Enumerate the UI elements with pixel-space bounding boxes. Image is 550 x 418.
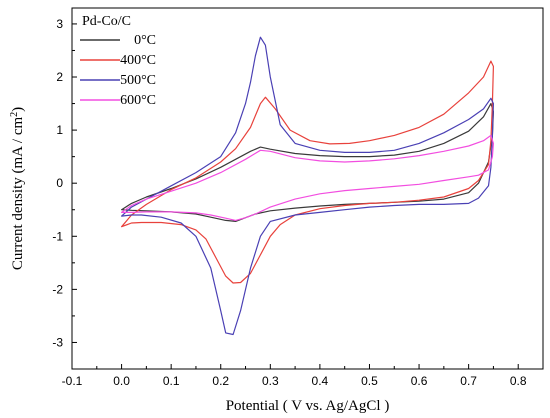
y-axis-title-main: Current density (mA / cm: [10, 117, 26, 271]
series-line-3: [121, 134, 494, 221]
x-tick-label: -0.1: [62, 374, 83, 388]
y-tick-label: -1: [52, 229, 63, 243]
x-tick-label: 0.1: [163, 374, 180, 388]
x-axis-title: Potential ( V vs. Ag/AgCl ): [226, 398, 390, 414]
x-tick-label: 0.4: [312, 374, 329, 388]
y-tick-label: -3: [52, 335, 63, 349]
series-line-1: [121, 60, 494, 284]
y-axis: -3 -2 -1 0 1 2 3: [52, 17, 77, 370]
x-tick-label: 0.5: [361, 374, 378, 388]
series-line-2: [121, 36, 494, 336]
y-tick-label: 3: [56, 17, 63, 31]
x-tick-label: 0.7: [460, 374, 477, 388]
y-axis-title-end: ): [10, 107, 26, 112]
legend: Pd-Co/C 0°C 400°C 500°C 600°C: [80, 14, 156, 108]
x-tick-label: 0.2: [212, 374, 229, 388]
x-tick-label: 0.3: [262, 374, 279, 388]
y-axis-title: Current density (mA / cm2): [9, 107, 26, 270]
legend-label-0: 0°C: [134, 33, 156, 48]
y-tick-label: -2: [52, 282, 63, 296]
legend-title: Pd-Co/C: [82, 14, 131, 29]
x-axis: -0.1 0.0 0.1 0.2 0.3 0.4 0.5 0.6 0.7 0.8: [62, 364, 544, 388]
series-line-0: [121, 103, 494, 222]
y-tick-label: 2: [56, 70, 63, 84]
legend-label-1: 400°C: [120, 53, 156, 68]
legend-label-2: 500°C: [120, 73, 156, 88]
plot-frame: [71, 7, 544, 370]
legend-label-3: 600°C: [120, 93, 156, 108]
y-tick-label: 1: [56, 123, 63, 137]
x-tick-label: 0.6: [411, 374, 428, 388]
x-tick-label: 0.0: [113, 374, 130, 388]
y-tick-label: 0: [56, 176, 63, 190]
x-tick-label: 0.8: [510, 374, 527, 388]
series-layer: [121, 36, 494, 336]
y-axis-title-sup: 2: [9, 112, 20, 117]
